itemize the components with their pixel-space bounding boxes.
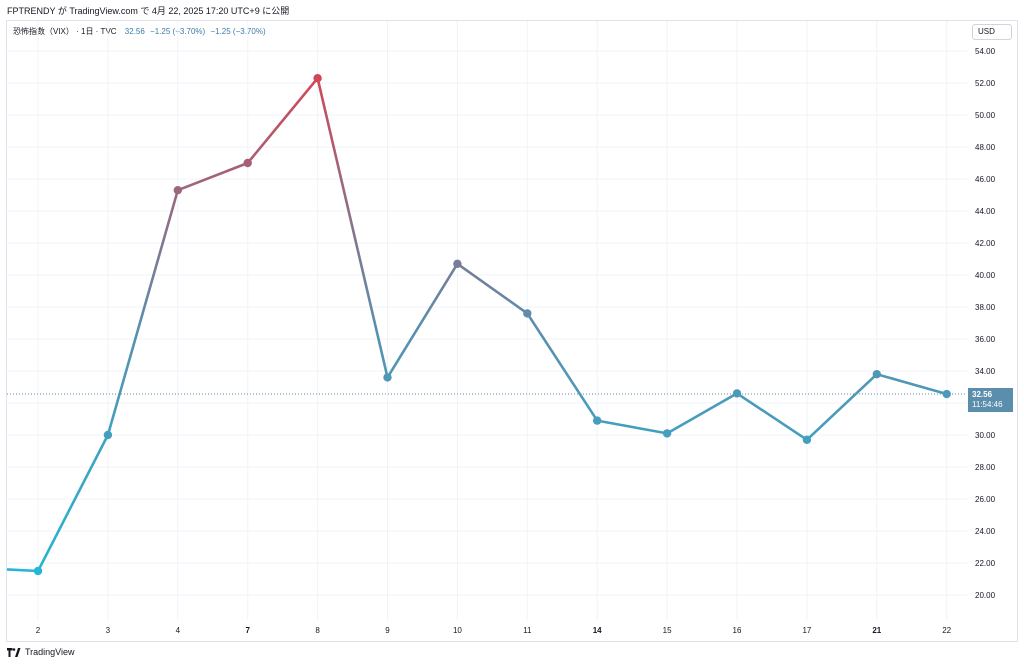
x-tick-label: 8 [315,626,320,635]
y-tick-label: 48.00 [975,143,996,152]
y-tick-label: 24.00 [975,527,996,536]
data-point[interactable] [453,259,462,268]
x-tick-label: 2 [36,626,41,635]
current-price: 32.56 [972,390,993,399]
tradingview-logo-icon [7,647,21,657]
grid-lines [7,21,967,620]
x-tick-label: 14 [593,626,602,635]
y-tick-label: 54.00 [975,47,996,56]
data-point[interactable] [523,309,532,318]
data-point[interactable] [103,430,113,440]
data-point[interactable] [662,429,672,438]
brand-label: TradingView [25,647,75,657]
y-tick-label: 22.00 [975,559,996,568]
legend-value: 32.56 [124,27,145,36]
x-tick-label: 22 [942,626,951,635]
y-tick-label: 20.00 [975,591,996,600]
x-tick-label: 21 [872,626,881,635]
y-tick-label: 34.00 [975,367,996,376]
data-point[interactable] [593,416,602,425]
y-tick-label: 42.00 [975,239,996,248]
y-axis: 20.0022.0024.0026.0028.0030.0032.0034.00… [975,47,996,600]
y-tick-label: 28.00 [975,463,996,472]
y-tick-label: 30.00 [975,431,996,440]
currency-button[interactable]: USD [972,24,1012,40]
x-tick-label: 4 [176,626,181,635]
x-tick-label: 7 [245,626,250,635]
y-tick-label: 38.00 [975,303,996,312]
data-point[interactable] [732,389,742,398]
chart-frame [6,20,1018,642]
data-point[interactable] [802,435,812,444]
footer-brand[interactable]: TradingView [7,647,75,657]
legend-change-2: −1.25 (−3.70%) [210,27,266,36]
x-tick-label: 15 [663,626,672,635]
legend-symbol: 恐怖指数（VIX） · 1日 · TVC [13,27,117,36]
series-line [6,76,948,573]
y-tick-label: 44.00 [975,207,996,216]
data-point[interactable] [872,370,881,379]
current-price-tag: 32.56 11:54:46 [968,388,1013,412]
publish-caption: FPTRENDY が TradingView.com で 4月 22, 2025… [7,6,290,16]
x-tick-label: 9 [385,626,390,635]
x-tick-label: 16 [733,626,742,635]
x-tick-label: 3 [106,626,111,635]
x-axis: 2 3 4 7 8 9 10 11 14 15 16 17 21 22 [36,626,952,635]
y-tick-label: 46.00 [975,175,996,184]
data-point[interactable] [313,74,322,83]
x-tick-label: 10 [453,626,462,635]
y-tick-label: 36.00 [975,335,996,344]
series-points[interactable] [33,74,951,576]
y-tick-label: 26.00 [975,495,996,504]
data-point[interactable] [383,373,392,382]
y-tick-label: 52.00 [975,79,996,88]
data-point[interactable] [173,186,182,195]
x-tick-label: 17 [802,626,811,635]
y-tick-label: 40.00 [975,271,996,280]
bar-countdown: 11:54:46 [972,400,1003,409]
x-tick-label: 11 [523,626,532,635]
y-tick-label: 50.00 [975,111,996,120]
data-point[interactable] [942,389,951,399]
data-point[interactable] [33,566,43,576]
data-point[interactable] [243,158,252,168]
